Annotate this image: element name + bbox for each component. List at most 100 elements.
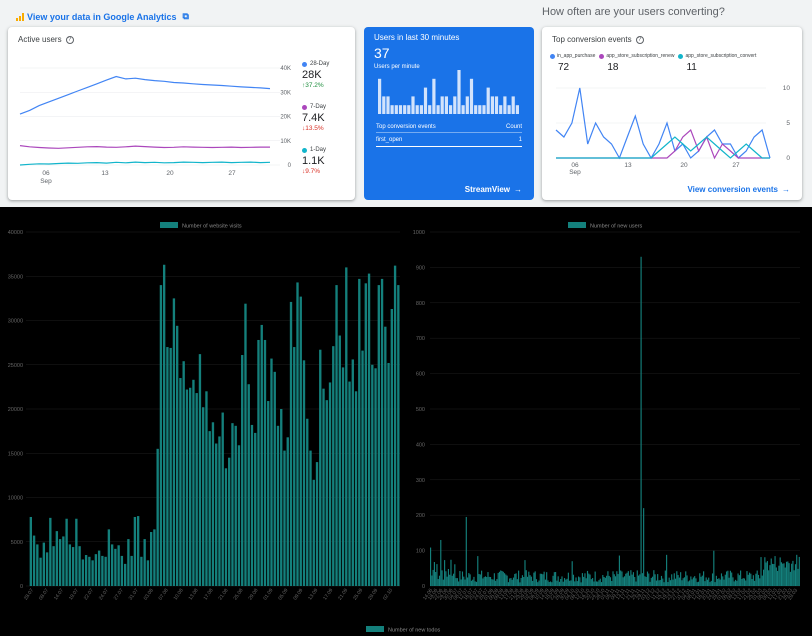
minute-bar (461, 105, 465, 114)
bar (592, 578, 594, 586)
ga-link-label: View your data in Google Analytics (27, 11, 177, 22)
active-users-title: Active users ? (18, 35, 74, 44)
bar (593, 581, 595, 586)
bar (518, 570, 520, 586)
bar (516, 579, 518, 586)
legend-value: 28K (302, 69, 322, 81)
minute-bar (432, 78, 436, 114)
x-tick-label: 06 (571, 162, 579, 169)
bar (189, 387, 192, 586)
bar (754, 580, 756, 586)
x-tick-label: 25.08 (232, 588, 244, 602)
series-7-day-line (19, 145, 270, 149)
y-tick-label: 200 (416, 513, 425, 519)
arrow-right-icon: → (514, 185, 522, 194)
bar (510, 578, 512, 586)
bar (250, 424, 254, 586)
minute-bar (494, 96, 499, 114)
legend-dot (550, 53, 555, 59)
event-count: 1 (518, 137, 522, 143)
y-tick-label: 0 (288, 163, 292, 169)
conversion-legend: in_app_purchase 72 app_store_subscriptio… (550, 53, 756, 73)
bar (761, 575, 763, 586)
bar (578, 576, 580, 586)
bar (465, 516, 467, 586)
legend-subscription-renew: app_store_subscription_renew 18 (599, 53, 674, 73)
analytics-dashboard: View your data in Google Analytics ⧉ How… (0, 0, 812, 207)
bar (563, 578, 566, 586)
minute-bar (449, 105, 453, 114)
bar (335, 285, 338, 586)
bar (620, 570, 622, 586)
help-icon[interactable]: ? (635, 35, 644, 44)
bar (117, 545, 120, 586)
bar (708, 577, 710, 586)
bar (397, 285, 400, 586)
bar (483, 577, 485, 586)
legend-label: Number of new todos (388, 628, 441, 634)
bar (390, 309, 393, 586)
x-tick-label: 19.07 (68, 588, 80, 602)
minute-bar (423, 87, 428, 114)
bar (763, 569, 765, 586)
bar (617, 574, 619, 586)
bar (463, 576, 465, 586)
bar (660, 575, 663, 586)
bar (322, 388, 325, 586)
bar (94, 554, 98, 586)
bar (717, 579, 719, 586)
bar (793, 570, 795, 586)
x-tick-label: 27 (228, 170, 236, 177)
legend-label: in_app_purchase (557, 53, 596, 59)
bar (179, 378, 182, 586)
bar (497, 572, 499, 586)
help-icon[interactable]: ? (65, 35, 74, 44)
bar (765, 562, 767, 586)
bar (530, 576, 532, 586)
bar (289, 301, 293, 586)
bar (560, 579, 562, 586)
x-tick-label: 13.09 (307, 588, 319, 602)
google-analytics-link[interactable]: View your data in Google Analytics ⧉ (16, 11, 189, 22)
y-tick-label: 40000 (8, 230, 23, 236)
bar (634, 577, 636, 586)
view-conversion-events-button[interactable]: View conversion events → (687, 185, 790, 194)
bar (697, 581, 700, 586)
bar (267, 401, 270, 586)
bar (565, 579, 567, 586)
bar (247, 384, 250, 586)
bar (477, 556, 479, 586)
bar (792, 560, 794, 586)
bar (58, 539, 62, 587)
bar (511, 579, 513, 586)
x-tick-label: 14.07 (53, 588, 65, 602)
bar (791, 563, 793, 586)
x-tick-label: 05.09 (277, 588, 289, 602)
bar (241, 355, 244, 586)
y-tick-label: 700 (416, 336, 425, 342)
bar (650, 577, 652, 586)
y-tick-label: 5 (786, 120, 790, 127)
bar (718, 578, 720, 586)
bar (481, 570, 483, 586)
bar (367, 273, 371, 586)
bar (140, 556, 143, 587)
bar (361, 350, 364, 586)
bar (29, 516, 32, 586)
x-month-label: Sep (40, 178, 52, 185)
minute-bar (415, 105, 419, 114)
x-tick-label: 13 (101, 170, 109, 177)
x-tick-label: 01.09 (262, 587, 274, 601)
bar (787, 561, 789, 586)
y-tick-label: 10000 (8, 496, 23, 502)
bar (551, 582, 553, 586)
bar (640, 256, 642, 586)
minute-bar (407, 105, 411, 114)
bar (723, 579, 725, 586)
streamview-button[interactable]: StreamView → (465, 185, 522, 194)
divider (376, 132, 522, 133)
bar (699, 573, 701, 586)
bar (742, 578, 744, 586)
bar (552, 575, 554, 586)
y-tick-label: 500 (416, 407, 425, 413)
